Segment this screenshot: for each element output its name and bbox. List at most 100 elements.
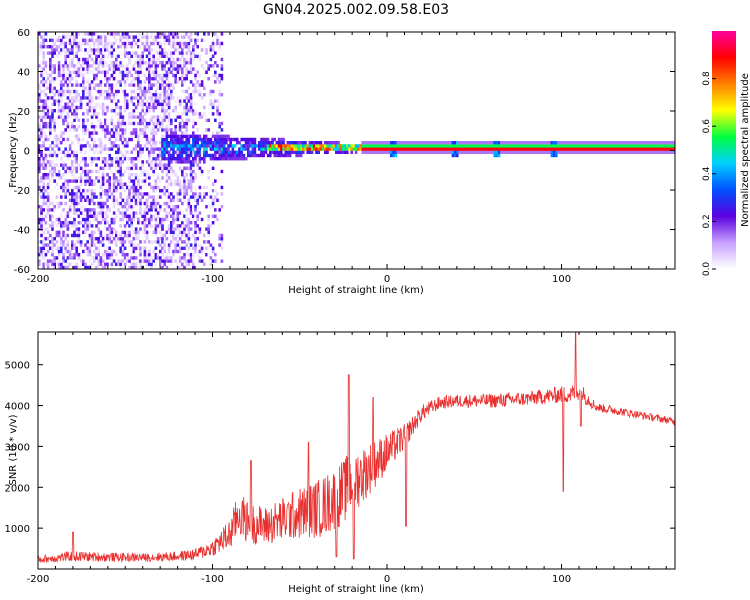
spectrogram-cell xyxy=(187,153,191,158)
spectrogram-cell xyxy=(42,109,45,113)
spectrogram-cell xyxy=(128,70,131,74)
spectrogram-cell xyxy=(93,182,96,186)
spectrogram-cell xyxy=(216,150,219,154)
spectrogram-cell xyxy=(60,221,63,225)
spectrogram-cell xyxy=(187,144,191,148)
spectrogram-cell xyxy=(511,141,514,145)
spectrogram-cell xyxy=(181,51,184,55)
spectrogram-cell xyxy=(227,134,230,138)
spectrogram-cell xyxy=(561,144,565,148)
spectrogram-cell xyxy=(390,141,393,145)
spectrogram-cell xyxy=(387,141,391,145)
spectrogram-cell xyxy=(218,112,221,116)
spectrogram-cell xyxy=(108,246,111,250)
spectrogram-cell xyxy=(178,185,182,190)
spectrogram-cell xyxy=(145,237,149,241)
spectrogram-cell xyxy=(614,147,617,151)
spectrogram-cell xyxy=(57,61,61,65)
spectrogram-cell xyxy=(66,214,70,218)
spectrogram-cell xyxy=(139,265,142,269)
spectrogram-cell xyxy=(108,150,111,154)
spectrogram-cell xyxy=(370,141,373,145)
spectrogram-cell xyxy=(88,147,92,151)
spectrogram-cell xyxy=(266,147,270,151)
spectrogram-cell xyxy=(95,195,98,199)
spectrogram-cell xyxy=(46,96,50,100)
spectrogram-cell xyxy=(141,121,144,126)
spectrogram-cell xyxy=(95,54,98,58)
spectrogram-cell xyxy=(161,51,164,55)
spectrogram-cell xyxy=(84,131,87,135)
spectrogram-cell xyxy=(467,144,470,148)
spectrogram-cell xyxy=(38,217,41,222)
spectrogram-cell xyxy=(222,153,226,158)
colorbar-tick-label: 0.6 xyxy=(702,119,712,134)
spectrogram-cell xyxy=(313,147,316,151)
spectrogram-cell xyxy=(209,57,213,62)
spectrogram-cell xyxy=(104,105,107,110)
spectrogram-cell xyxy=(145,125,149,129)
spectrogram-cell xyxy=(79,240,83,244)
spectrogram-cell xyxy=(271,141,274,145)
spectrogram-cell xyxy=(227,150,230,154)
spectrogram-cell xyxy=(62,70,65,74)
spectrogram-cell xyxy=(196,153,199,158)
spectrogram-cell xyxy=(132,243,136,247)
spectrogram-cell xyxy=(165,141,169,145)
spectrogram-cell xyxy=(152,214,155,218)
spectrogram-cell xyxy=(117,80,120,84)
spectrogram-cell xyxy=(211,249,215,254)
spectrogram-cell xyxy=(139,121,142,126)
spectrogram-cell xyxy=(93,157,96,161)
spectrogram-cell xyxy=(189,102,193,106)
spectrogram-cell xyxy=(55,243,59,247)
spectrogram-cell xyxy=(363,144,367,148)
spectrogram-cell xyxy=(97,176,100,180)
spectrogram-cell xyxy=(568,144,571,148)
spectrogram-cell xyxy=(436,150,439,154)
spectrogram-cell xyxy=(172,214,175,218)
spectrogram-cell xyxy=(88,83,92,87)
spectrogram-cell xyxy=(82,41,85,46)
spectrogram-cell xyxy=(167,41,171,46)
spectrogram-cell xyxy=(275,144,279,148)
spectrogram-cell xyxy=(220,240,224,244)
spectrogram-cell xyxy=(38,205,41,209)
spectrogram-cell xyxy=(62,243,65,247)
spectrogram-cell xyxy=(207,217,210,222)
spectrogram-cell xyxy=(132,35,136,39)
spectrogram-cell xyxy=(310,141,314,145)
spectrogram-cell xyxy=(123,150,127,154)
spectrogram-cell xyxy=(218,45,221,49)
spectrogram-cell xyxy=(62,41,65,46)
spectrogram-cell xyxy=(189,179,193,183)
spectrogram-cell xyxy=(93,189,96,193)
spectrogram-cell xyxy=(161,262,164,266)
spectrogram-cell xyxy=(596,144,600,148)
spectrogram-cell xyxy=(671,144,675,148)
spectrogram-cell xyxy=(167,57,171,62)
spectrogram-cell xyxy=(117,153,120,158)
spectrogram-cell xyxy=(189,214,193,218)
spectrogram-cell xyxy=(134,262,138,266)
spectrogram-cell xyxy=(152,179,155,183)
spectrogram-cell xyxy=(154,230,158,234)
spectrogram-cell xyxy=(253,147,257,151)
spectrogram-cell xyxy=(178,67,182,71)
spectrogram-cell xyxy=(104,163,107,167)
spectrogram-cell xyxy=(194,109,197,113)
spectrogram-cell xyxy=(53,109,56,113)
spectrogram-cell xyxy=(150,61,153,65)
spectrogram-cell xyxy=(154,262,158,266)
spectrogram-cell xyxy=(60,112,63,116)
spectrogram-cell xyxy=(143,182,147,186)
spectrogram-cell xyxy=(93,243,96,247)
snr-x-tick-label: -100 xyxy=(201,574,224,585)
spectrogram-cell xyxy=(429,150,433,154)
spectrogram-cell xyxy=(189,153,193,158)
spectrogram-cell xyxy=(405,150,408,154)
spectrogram-cell xyxy=(55,163,59,167)
spectrogram-cell xyxy=(178,192,182,196)
spectrogram-cell xyxy=(225,147,228,151)
spectrogram-cell xyxy=(185,57,188,62)
